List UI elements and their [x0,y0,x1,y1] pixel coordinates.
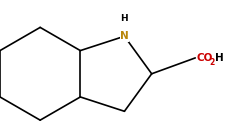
Text: CO: CO [196,53,213,63]
Text: H: H [215,53,223,63]
Text: H: H [121,14,128,23]
Text: 2: 2 [210,58,215,67]
Text: N: N [120,31,129,41]
